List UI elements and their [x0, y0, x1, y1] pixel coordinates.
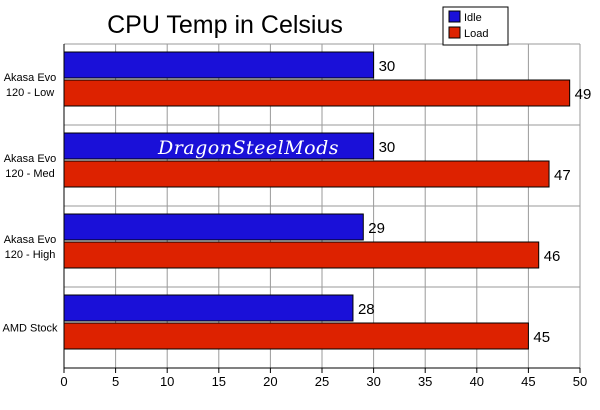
data-label: 30: [379, 58, 396, 75]
data-label: 47: [554, 167, 571, 184]
chart-title: CPU Temp in Celsius: [107, 11, 343, 39]
x-tick-label: 30: [366, 374, 380, 389]
data-label: 49: [575, 86, 592, 103]
data-label: 45: [533, 329, 550, 346]
data-label: 29: [368, 220, 385, 237]
bar-load: [63, 322, 529, 350]
x-tick-label: 20: [263, 374, 277, 389]
category-label: Akasa Evo 120 - High: [4, 234, 57, 261]
legend-label: Idle: [464, 12, 482, 24]
x-tick-label: 50: [573, 374, 587, 389]
x-tick-label: 0: [60, 374, 67, 389]
bars: [63, 51, 571, 350]
category-label: Akasa Evo 120 - Med: [4, 153, 57, 180]
bar-idle: [63, 213, 364, 241]
data-label: 28: [358, 301, 375, 318]
x-tick-label: 15: [212, 374, 226, 389]
legend-swatch-idle: [448, 10, 461, 23]
bar-load: [63, 160, 550, 188]
data-label: 46: [544, 248, 561, 265]
x-tick-label: 10: [160, 374, 174, 389]
bar-idle: [63, 51, 375, 79]
x-tick-label: 25: [315, 374, 329, 389]
bar-idle: [63, 294, 354, 322]
category-label: AMD Stock: [2, 323, 58, 335]
legend-label: Load: [464, 28, 488, 40]
axes: Akasa Evo 120 - Low Akasa Evo 120 - Med Akas…: [2, 44, 587, 389]
category-label: Akasa Evo 120 - Low: [4, 72, 57, 99]
x-tick-label: 40: [470, 374, 484, 389]
bar-load: [63, 241, 540, 269]
x-tick-label: 45: [521, 374, 535, 389]
legend-swatch-load: [448, 26, 461, 39]
data-labels: 30 49 30 47 29 46 28 45: [358, 58, 591, 346]
x-tick-label: 35: [418, 374, 432, 389]
watermark-text: DragonSteelMods: [157, 137, 339, 159]
bar-load: [63, 79, 571, 107]
data-label: 30: [379, 139, 396, 156]
bar-idle: [63, 132, 375, 160]
x-tick-label: 5: [112, 374, 119, 389]
legend: Idle Load: [442, 6, 509, 46]
